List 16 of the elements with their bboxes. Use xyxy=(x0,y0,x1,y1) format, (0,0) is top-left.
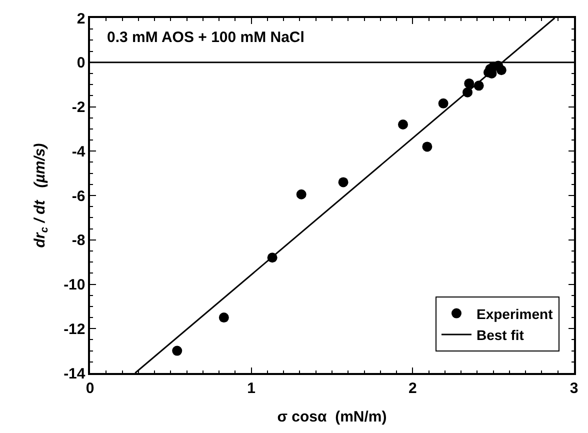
y-tick-label: -8 xyxy=(72,232,86,250)
y-tick-label: -6 xyxy=(72,188,86,205)
x-tick-label: 1 xyxy=(247,380,256,397)
y-tick-label: 0 xyxy=(76,54,86,72)
legend-label: Best fit xyxy=(476,326,524,343)
y-tick-label: -2 xyxy=(72,99,86,116)
x-tick-label: 3 xyxy=(570,380,578,397)
y-tick-label: -4 xyxy=(72,143,86,160)
annotation: 0.3 mM AOS + 100 mM NaCl xyxy=(107,29,304,46)
y-tick-label: -10 xyxy=(64,276,86,294)
y-tick-label: -14 xyxy=(64,365,86,382)
x-tick-label: 2 xyxy=(408,380,417,397)
y-tick-label: -12 xyxy=(64,320,86,338)
legend-label: Experiment xyxy=(476,306,554,322)
x-axis-title: σ cosα (mN/m) xyxy=(277,408,387,426)
y-tick-label: 2 xyxy=(76,10,86,28)
